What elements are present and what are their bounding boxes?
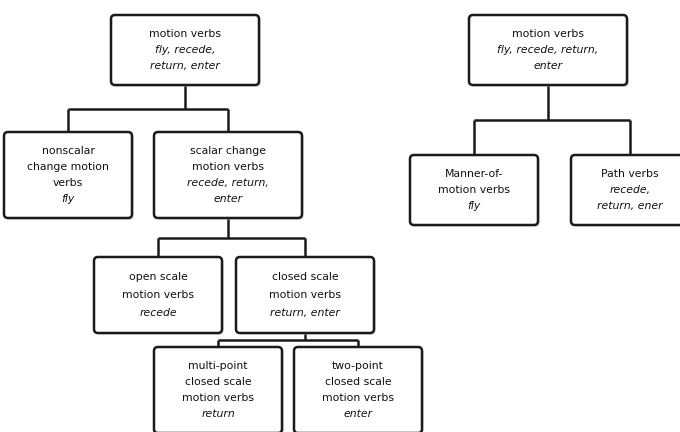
- Text: nonscalar: nonscalar: [41, 146, 95, 156]
- Text: enter: enter: [214, 194, 243, 204]
- Text: fly: fly: [61, 194, 75, 204]
- Text: motion verbs: motion verbs: [269, 290, 341, 300]
- FancyBboxPatch shape: [469, 15, 627, 85]
- Text: motion verbs: motion verbs: [149, 29, 221, 39]
- FancyBboxPatch shape: [296, 349, 424, 432]
- FancyBboxPatch shape: [156, 349, 284, 432]
- FancyBboxPatch shape: [238, 259, 376, 335]
- Text: enter: enter: [343, 410, 373, 419]
- Text: fly: fly: [467, 201, 481, 211]
- Text: return, ener: return, ener: [597, 201, 663, 211]
- FancyBboxPatch shape: [4, 132, 132, 218]
- Text: multi-point: multi-point: [188, 361, 248, 371]
- Text: open scale: open scale: [129, 272, 188, 282]
- Text: recede: recede: [139, 308, 177, 318]
- FancyBboxPatch shape: [154, 132, 302, 218]
- Text: closed scale: closed scale: [324, 377, 391, 387]
- Text: return, enter: return, enter: [270, 308, 340, 318]
- Text: closed scale: closed scale: [185, 377, 252, 387]
- Text: return: return: [201, 410, 235, 419]
- Text: Manner-of-: Manner-of-: [445, 168, 503, 179]
- Text: scalar change: scalar change: [190, 146, 266, 156]
- FancyBboxPatch shape: [113, 17, 261, 87]
- Text: return, enter: return, enter: [150, 61, 220, 71]
- FancyBboxPatch shape: [412, 157, 540, 227]
- Text: verbs: verbs: [53, 178, 83, 188]
- FancyBboxPatch shape: [294, 347, 422, 432]
- Text: recede, return,: recede, return,: [187, 178, 269, 188]
- Text: motion verbs: motion verbs: [512, 29, 584, 39]
- Text: fly, recede,: fly, recede,: [155, 45, 216, 55]
- FancyBboxPatch shape: [96, 259, 224, 335]
- Text: motion verbs: motion verbs: [438, 185, 510, 195]
- Text: motion verbs: motion verbs: [122, 290, 194, 300]
- FancyBboxPatch shape: [236, 257, 374, 333]
- FancyBboxPatch shape: [94, 257, 222, 333]
- Text: motion verbs: motion verbs: [192, 162, 264, 172]
- Text: fly, recede, return,: fly, recede, return,: [497, 45, 598, 55]
- Text: closed scale: closed scale: [272, 272, 339, 282]
- FancyBboxPatch shape: [471, 17, 629, 87]
- FancyBboxPatch shape: [111, 15, 259, 85]
- Text: enter: enter: [533, 61, 562, 71]
- FancyBboxPatch shape: [156, 134, 304, 220]
- Text: change motion: change motion: [27, 162, 109, 172]
- Text: recede,: recede,: [609, 185, 651, 195]
- FancyBboxPatch shape: [410, 155, 538, 225]
- Text: motion verbs: motion verbs: [182, 393, 254, 403]
- Text: motion verbs: motion verbs: [322, 393, 394, 403]
- FancyBboxPatch shape: [154, 347, 282, 432]
- FancyBboxPatch shape: [573, 157, 680, 227]
- FancyBboxPatch shape: [6, 134, 134, 220]
- FancyBboxPatch shape: [571, 155, 680, 225]
- Text: two-point: two-point: [332, 361, 384, 371]
- Text: Path verbs: Path verbs: [601, 168, 659, 179]
